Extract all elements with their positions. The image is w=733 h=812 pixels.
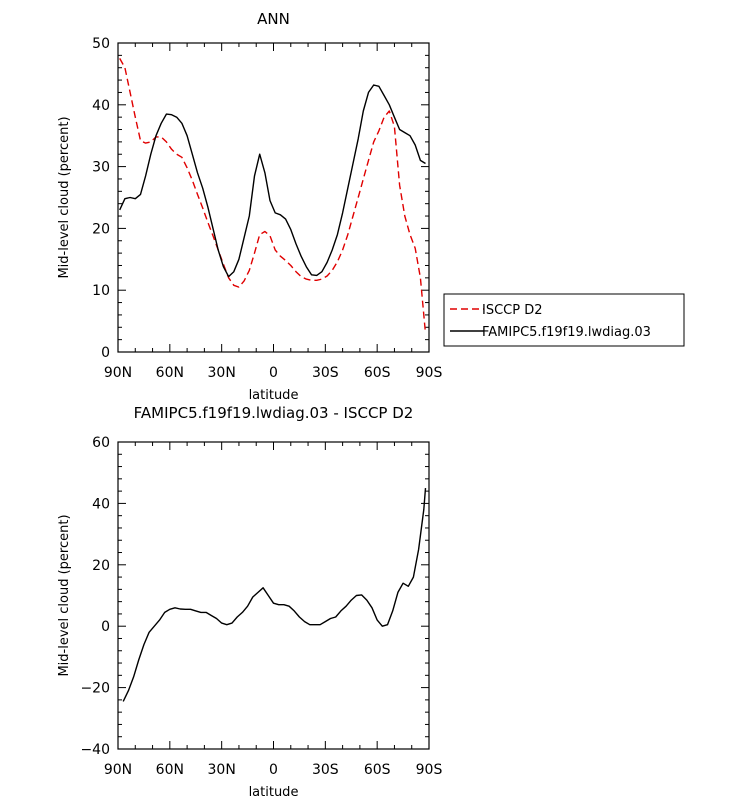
- legend: ISCCP D2 FAMIPC5.f19f19.lwdiag.03: [443, 293, 685, 347]
- plot-frame: [117, 42, 430, 353]
- x-tick-label: 90N: [104, 762, 132, 778]
- legend-box: [443, 293, 685, 347]
- x-tick-label: 0: [269, 762, 278, 778]
- series-line-2: [119, 84, 426, 278]
- y-tick-label: 50: [92, 36, 110, 52]
- chart-panel-1: ANN 0 10 20 30 40 50 90N 60N 30N 0 30S 60S 90S latitud…: [57, 10, 685, 403]
- x-axis-label: latitude: [249, 388, 299, 403]
- x-tick-label: 90S: [416, 762, 443, 778]
- x-tick-label: 60S: [364, 762, 391, 778]
- y-tick-label: 40: [92, 496, 110, 512]
- series-line-1: [119, 58, 427, 334]
- y-tick-label: 40: [92, 98, 110, 114]
- legend-label-1: ISCCP D2: [482, 303, 543, 318]
- chart-title: ANN: [257, 10, 290, 28]
- x-axis-label: latitude: [249, 785, 299, 800]
- chart-title: FAMIPC5.f19f19.lwdiag.03 - ISCCP D2: [134, 404, 414, 422]
- y-tick-label: 0: [101, 345, 110, 361]
- x-tick-label: 90N: [104, 365, 132, 381]
- y-tick-label: 20: [92, 221, 110, 237]
- y-tick-label: 30: [92, 160, 110, 176]
- y-tick-label: 0: [101, 619, 110, 635]
- x-tick-label: 90S: [416, 365, 443, 381]
- x-tick-label: 30S: [312, 762, 339, 778]
- y-tick-label: −40: [80, 742, 110, 758]
- x-tick-label: 30N: [208, 365, 236, 381]
- x-tick-label: 0: [269, 365, 278, 381]
- chart-panel-2: FAMIPC5.f19f19.lwdiag.03 - ISCCP D2 −40 −2…: [57, 404, 442, 800]
- legend-label-2: FAMIPC5.f19f19.lwdiag.03: [482, 325, 651, 340]
- x-tick-label: 60N: [156, 365, 184, 381]
- y-tick-label: −20: [80, 681, 110, 697]
- y-tick-label: 60: [92, 435, 110, 451]
- x-tick-label: 60N: [156, 762, 184, 778]
- y-tick-label: 10: [92, 283, 110, 299]
- x-tick-label: 30N: [208, 762, 236, 778]
- x-tick-label: 60S: [364, 365, 391, 381]
- series-line-1: [122, 488, 427, 702]
- plot-frame: [117, 441, 430, 750]
- y-axis-label: Mid-level cloud (percent): [57, 514, 72, 676]
- y-tick-label: 20: [92, 558, 110, 574]
- y-axis-label: Mid-level cloud (percent): [57, 116, 72, 278]
- x-tick-label: 30S: [312, 365, 339, 381]
